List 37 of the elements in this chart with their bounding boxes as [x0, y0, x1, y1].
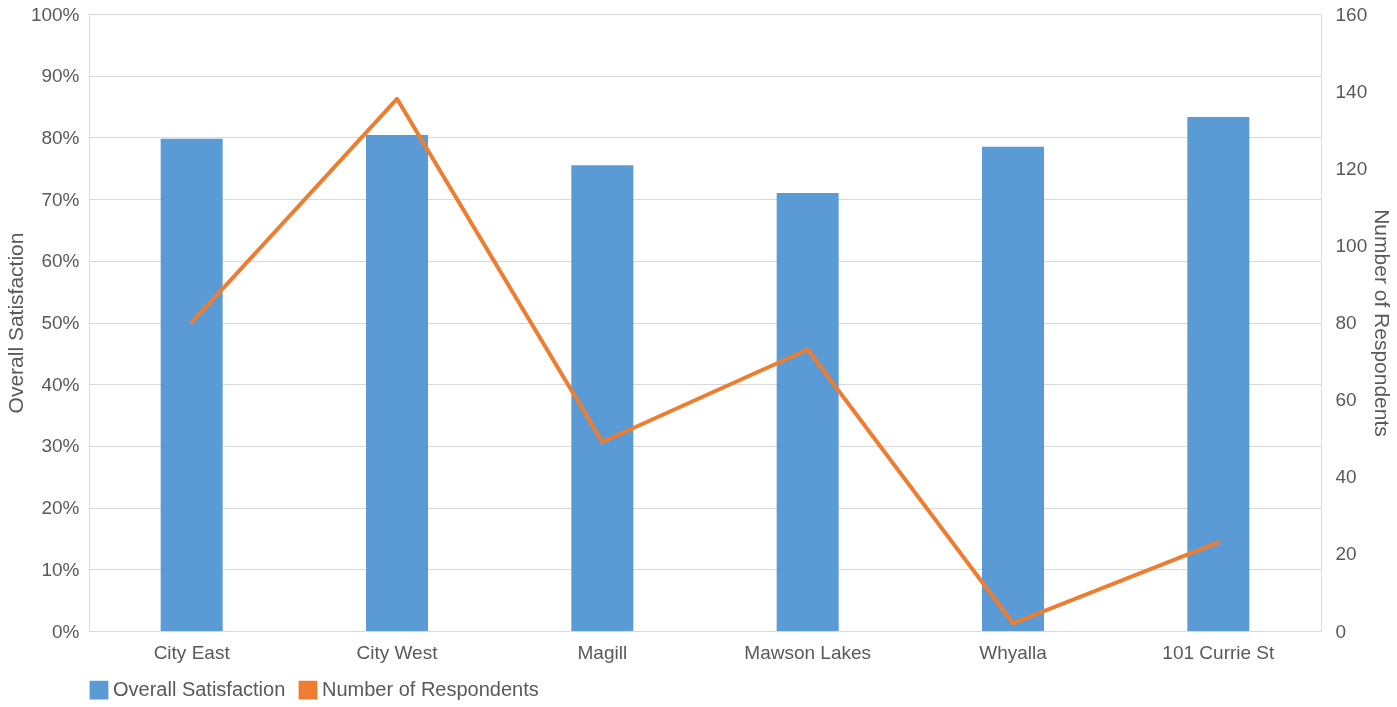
y2-tick-label: 140: [1335, 80, 1368, 102]
bar: [571, 165, 634, 631]
y-tick-label: 50%: [41, 312, 80, 333]
x-tick-label: Whyalla: [979, 641, 1048, 663]
y-tick-label: 0%: [52, 620, 80, 642]
y-tick-label: 60%: [41, 250, 80, 272]
y-axis-title: Overall Satisfaction: [3, 232, 27, 414]
x-tick-label: 101 Currie St: [1162, 641, 1276, 663]
y-tick-label: 70%: [41, 188, 80, 210]
y2-axis-title: Number of Respondents: [1371, 209, 1395, 437]
y2-tick-label: 0: [1335, 620, 1347, 642]
x-tick-label: Magill: [577, 641, 628, 663]
bar: [982, 146, 1044, 631]
bar: [776, 192, 839, 631]
legend-label: Overall Satisfaction: [113, 678, 286, 701]
y-tick-label: 10%: [41, 558, 80, 580]
x-tick-label: City East: [153, 641, 231, 663]
y-tick-label: 90%: [41, 65, 80, 87]
y-tick-label: 20%: [41, 497, 80, 519]
legend-label: Number of Respondents: [322, 678, 539, 701]
x-tick-label: City West: [356, 641, 439, 663]
y2-tick-label: 20: [1335, 543, 1357, 565]
x-tick-label: Mawson Lakes: [744, 641, 872, 663]
y2-tick-label: 160: [1335, 3, 1368, 25]
y2-tick-label: 60: [1335, 389, 1357, 411]
y-tick-label: 80%: [41, 126, 80, 148]
y-tick-label: 100%: [30, 3, 80, 25]
y2-tick-label: 120: [1335, 157, 1368, 179]
bar: [160, 138, 223, 631]
y2-tick-label: 80: [1335, 312, 1357, 333]
line-series: [189, 96, 1221, 626]
y-tick-label: 30%: [41, 435, 80, 457]
bar: [1187, 117, 1250, 631]
y-tick-label: 40%: [41, 373, 80, 395]
y2-tick-label: 100: [1335, 234, 1368, 256]
bar: [366, 134, 428, 631]
y2-tick-label: 40: [1335, 466, 1357, 488]
